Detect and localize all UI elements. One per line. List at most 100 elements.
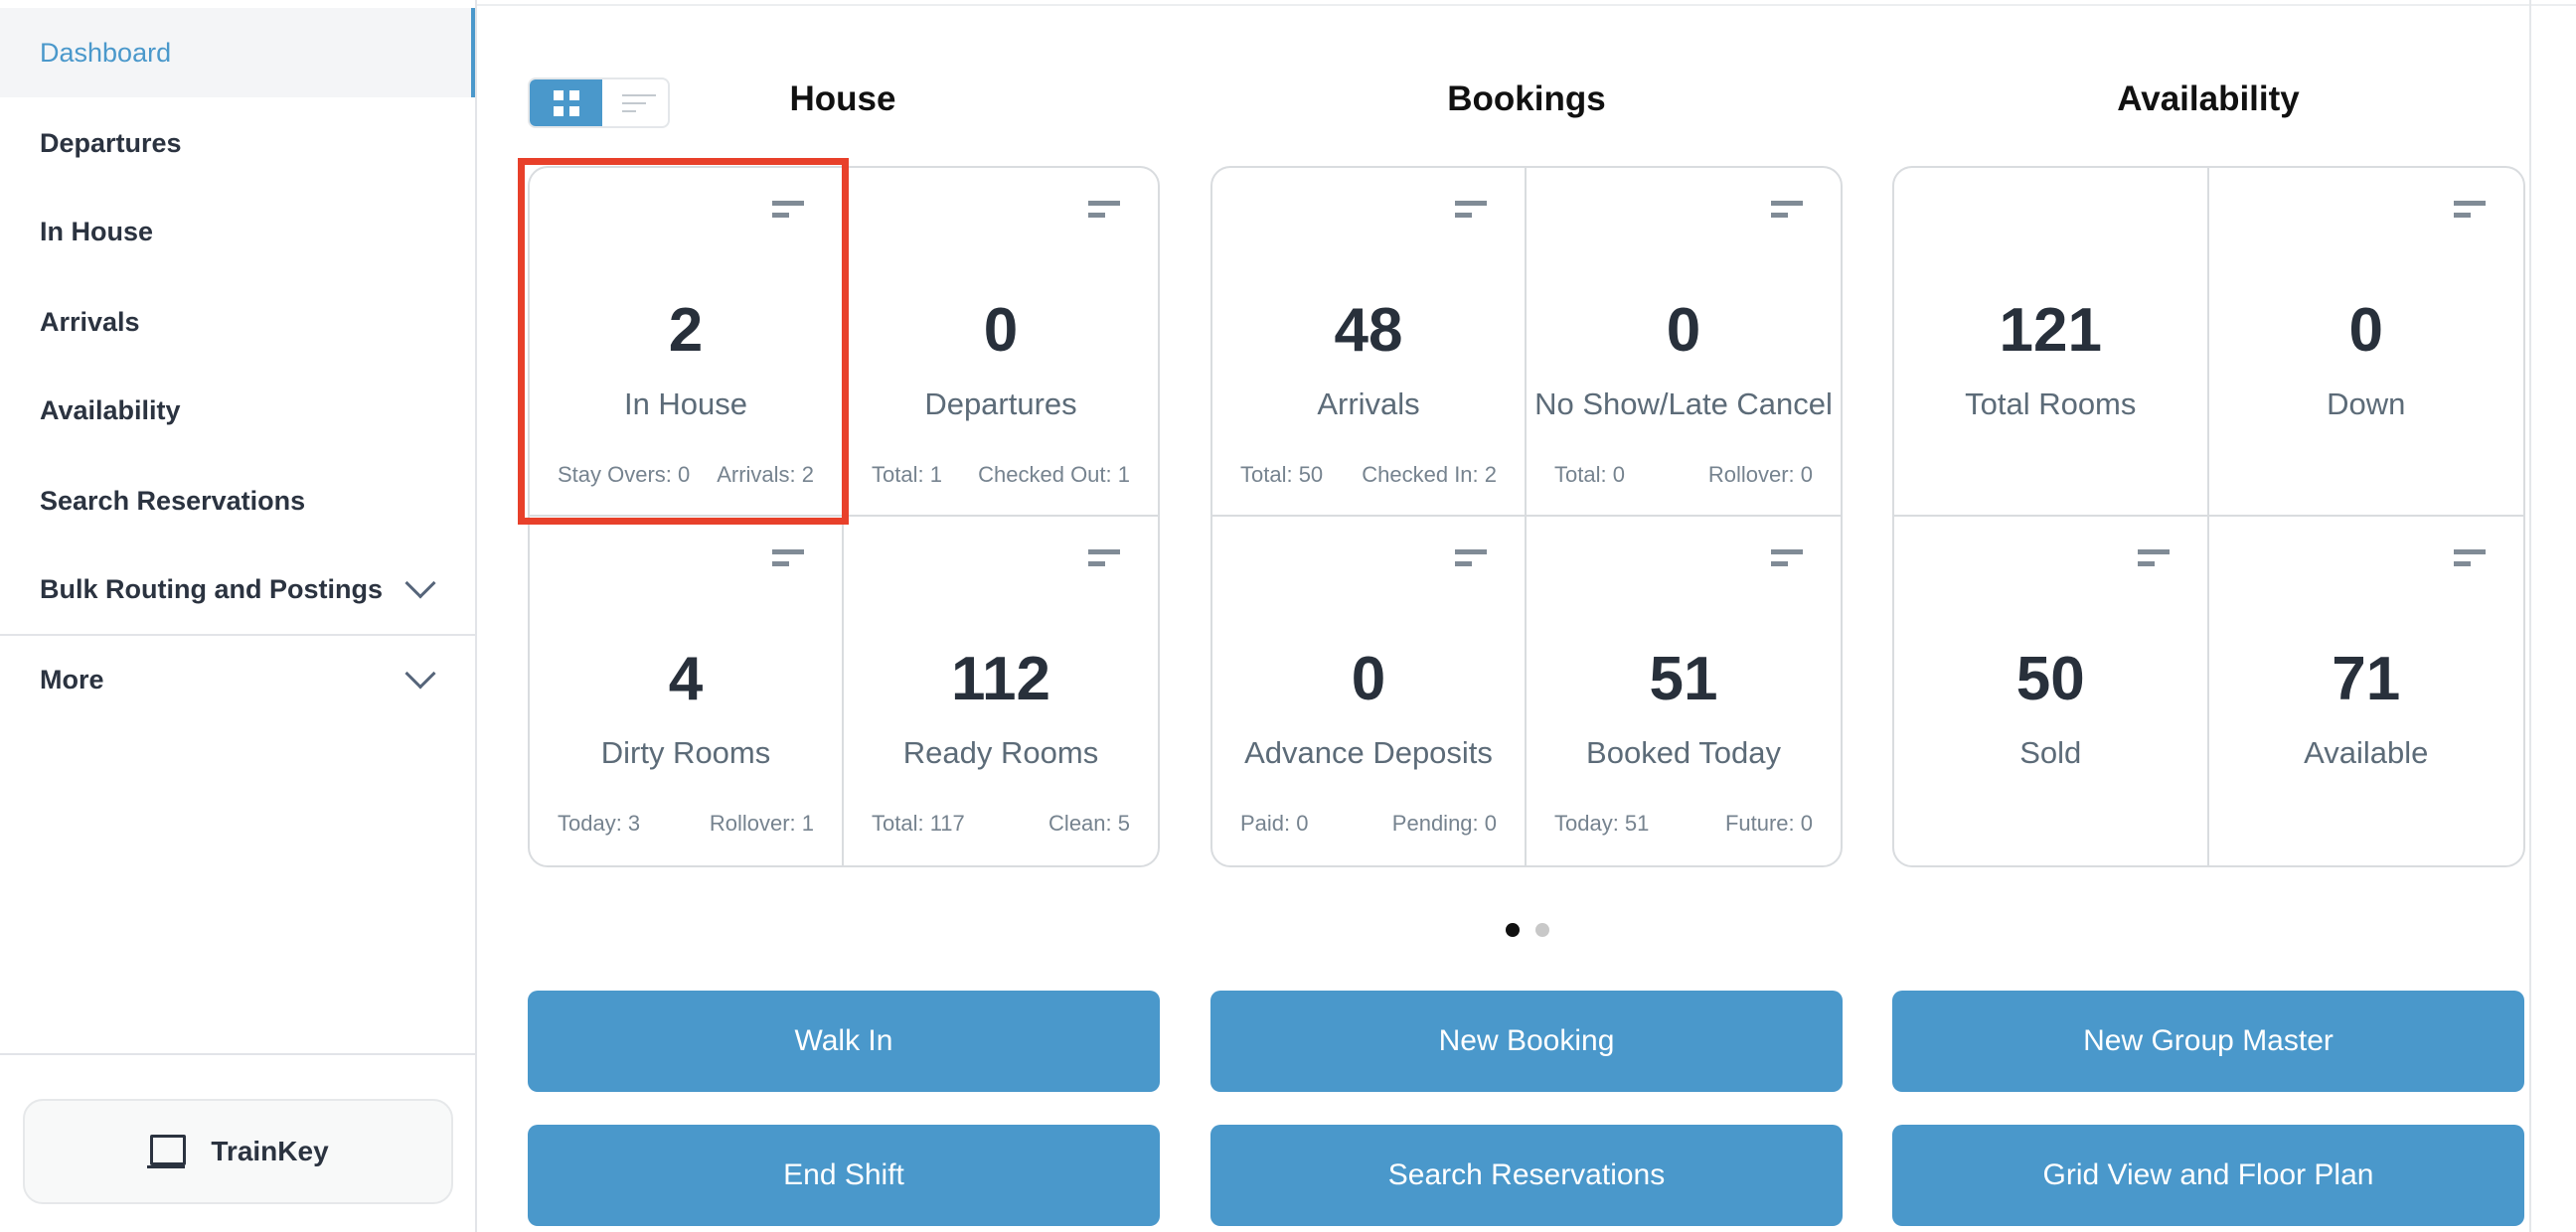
menu-icon[interactable] [1771, 201, 1803, 221]
walk-in-button[interactable]: Walk In [528, 991, 1160, 1092]
stat-value: 50 [2015, 645, 2085, 713]
sub-stat: Total: 1 [872, 462, 942, 487]
sidebar-item-search-reservations[interactable]: Search Reservations [40, 485, 306, 516]
section-title: Availability [2117, 79, 2300, 118]
card-subtext: Total: 0 Rollover: 0 [1554, 462, 1813, 488]
card-group-bookings: 48 Arrivals Total: 50 Checked In: 2 0 No Show… [1210, 166, 1843, 867]
new-group-master-button[interactable]: New Group Master [1892, 991, 2524, 1092]
sidebar-item-more[interactable]: More [0, 635, 475, 724]
section-title: Bookings [1447, 79, 1606, 118]
sub-stat: Today: 3 [558, 811, 641, 836]
sidebar-item-bulk-routing[interactable]: Bulk Routing and Postings [0, 544, 475, 634]
pager-dot-active[interactable] [1506, 923, 1520, 937]
stat-value: 112 [950, 645, 1051, 713]
stat-label: In House [623, 386, 748, 421]
menu-icon[interactable] [772, 549, 804, 569]
stat-label: Advance Deposits [1244, 735, 1493, 770]
stat-label: Arrivals [1317, 386, 1420, 421]
card-subtext: Today: 3 Rollover: 1 [558, 811, 814, 837]
trainkey-button[interactable]: TrainKey [23, 1099, 453, 1204]
stat-card[interactable]: 0 Departures Total: 1 Checked Out: 1 [844, 168, 1158, 517]
sub-stat: Stay Overs: 0 [558, 462, 691, 487]
sub-stat: Rollover: 1 [709, 811, 814, 836]
sub-stat: Total: 117 [872, 811, 965, 836]
stat-value: 0 [1666, 296, 1701, 365]
stat-value: 0 [1351, 645, 1386, 713]
grid-view-button[interactable] [530, 79, 602, 126]
stat-label: No Show/Late Cancel [1534, 386, 1833, 421]
end-shift-button[interactable]: End Shift [528, 1125, 1160, 1226]
menu-icon[interactable] [1455, 201, 1487, 221]
sub-stat: Checked In: 2 [1362, 462, 1497, 487]
grid-icon [553, 89, 564, 100]
stat-value: 2 [668, 296, 704, 365]
stat-card[interactable]: 0 No Show/Late Cancel Total: 0 Rollover: 0 [1527, 168, 1841, 517]
sidebar-item-departures[interactable]: Departures [40, 127, 182, 158]
stat-label: Down [2327, 386, 2406, 421]
top-border [477, 0, 2576, 6]
menu-icon[interactable] [1088, 549, 1120, 569]
sidebar-item-dashboard[interactable]: Dashboard [0, 8, 475, 97]
trainkey-label: TrainKey [211, 1136, 329, 1166]
sub-stat: Clean: 5 [1048, 811, 1130, 836]
scrollbar-track[interactable] [2529, 0, 2531, 1232]
card-subtext: Today: 51 Future: 0 [1554, 811, 1813, 837]
sub-stat: Future: 0 [1724, 811, 1813, 836]
menu-icon[interactable] [1771, 549, 1803, 569]
menu-icon[interactable] [1455, 549, 1487, 569]
view-toggle [528, 77, 670, 128]
stat-label: Sold [2019, 735, 2082, 770]
menu-icon[interactable] [772, 201, 804, 221]
pager-dot[interactable] [1535, 923, 1549, 937]
stat-card[interactable]: 121 Total Rooms [1894, 168, 2209, 517]
stat-card[interactable]: 50 Sold [1894, 517, 2209, 865]
sub-stat: Paid: 0 [1240, 811, 1309, 836]
stat-value: 48 [1334, 296, 1403, 365]
menu-icon[interactable] [1088, 201, 1120, 221]
stat-value: 51 [1649, 645, 1718, 713]
card-subtext: Total: 117 Clean: 5 [872, 811, 1130, 837]
stat-card[interactable]: 112 Ready Rooms Total: 117 Clean: 5 [844, 517, 1158, 865]
divider [0, 1053, 475, 1055]
menu-icon[interactable] [2137, 549, 2170, 569]
menu-icon[interactable] [2454, 201, 2486, 221]
stat-card[interactable]: 71 Available [2209, 517, 2524, 865]
search-reservations-button[interactable]: Search Reservations [1210, 1125, 1843, 1226]
list-view-button[interactable] [602, 79, 668, 126]
sub-stat: Pending: 0 [1391, 811, 1497, 836]
sub-stat: Total: 0 [1554, 462, 1625, 487]
divider [0, 634, 475, 636]
stat-card[interactable]: 2 In House Stay Overs: 0 Arrivals: 2 [530, 168, 844, 517]
card-subtext: Total: 50 Checked In: 2 [1240, 462, 1497, 488]
card-subtext: Stay Overs: 0 Arrivals: 2 [558, 462, 814, 488]
stat-label: Booked Today [1586, 735, 1781, 770]
new-booking-button[interactable]: New Booking [1210, 991, 1843, 1092]
sidebar-item-label: Bulk Routing and Postings [40, 573, 383, 604]
stat-card[interactable]: 4 Dirty Rooms Today: 3 Rollover: 1 [530, 517, 844, 865]
card-group-availability: 121 Total Rooms 0 Down 50 Sold 71 Available [1892, 166, 2525, 867]
menu-icon[interactable] [2454, 549, 2486, 569]
stat-value: 121 [1999, 296, 2102, 365]
sidebar-item-arrivals[interactable]: Arrivals [40, 306, 140, 337]
sub-stat: Checked Out: 1 [978, 462, 1130, 487]
sidebar-item-label: More [40, 664, 104, 694]
stat-value: 71 [2332, 645, 2401, 713]
stat-label: Departures [924, 386, 1077, 421]
sidebar-item-in-house[interactable]: In House [40, 216, 154, 246]
stat-card[interactable]: 0 Down [2208, 168, 2523, 517]
stat-card[interactable]: 0 Advance Deposits Paid: 0 Pending: 0 [1212, 517, 1527, 865]
stat-card[interactable]: 48 Arrivals Total: 50 Checked In: 2 [1212, 168, 1527, 517]
list-icon [622, 93, 656, 96]
stat-value: 4 [668, 645, 704, 713]
stat-value: 0 [2348, 296, 2383, 365]
stat-card[interactable]: 51 Booked Today Today: 51 Future: 0 [1527, 517, 1841, 865]
grid-view-and-floor-plan-button[interactable]: Grid View and Floor Plan [1892, 1125, 2524, 1226]
sidebar-item-availability[interactable]: Availability [40, 394, 181, 425]
section-title: House [789, 79, 896, 118]
stat-label: Total Rooms [1965, 386, 2137, 421]
stat-label: Dirty Rooms [600, 735, 771, 770]
sub-stat: Rollover: 0 [1707, 462, 1813, 487]
card-subtext: Total: 1 Checked Out: 1 [872, 462, 1130, 488]
sub-stat: Total: 50 [1240, 462, 1324, 487]
laptop-icon [147, 1135, 187, 1168]
